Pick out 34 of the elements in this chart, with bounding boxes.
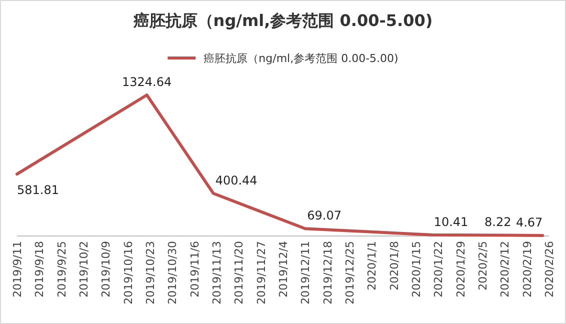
x-tick-label: 2019/10/9	[100, 241, 113, 298]
x-tick-label: 2020/2/19	[520, 241, 534, 298]
x-tick-label: 2019/12/4	[277, 241, 290, 298]
x-tick-label: 2019/11/27	[254, 241, 268, 304]
data-label: 581.81	[17, 183, 59, 198]
x-tick-label: 2020/1/22	[432, 241, 446, 298]
x-tick-label: 2019/9/18	[33, 241, 46, 298]
data-label: 1324.64	[122, 75, 172, 89]
x-tick-label: 2019/12/11	[299, 241, 312, 304]
x-tick-label: 2020/1/29	[454, 241, 468, 298]
x-tick-label: 2019/10/23	[144, 241, 157, 304]
x-tick-label: 2019/12/25	[344, 241, 356, 304]
data-label: 69.07	[307, 208, 342, 223]
chart-title: 癌胚抗原（ng/ml,参考范围 0.00-5.00)	[132, 11, 433, 30]
data-label: 10.41	[434, 214, 468, 229]
x-tick-label: 2020/1/1	[366, 241, 379, 290]
legend-label: 癌胚抗原（ng/ml,参考范围 0.00-5.00)	[204, 52, 398, 65]
x-tick-label: 2019/12/18	[321, 241, 334, 304]
x-tick-label: 2020/1/15	[410, 241, 423, 298]
x-tick-label: 2019/11/20	[232, 241, 246, 304]
x-tick-label: 2020/2/12	[498, 241, 512, 298]
data-label: 4.67	[516, 216, 543, 230]
x-tick-label: 2019/11/6	[188, 241, 202, 298]
x-tick-label: 2019/10/30	[166, 241, 180, 304]
x-tick-label: 2019/9/11	[11, 241, 24, 298]
x-tick-label: 2020/1/8	[388, 241, 401, 290]
x-tick-label: 2019/11/13	[210, 241, 224, 304]
x-tick-label: 2019/9/25	[55, 241, 68, 298]
x-tick-label: 2020/2/5	[476, 241, 490, 290]
data-label: 8.22	[484, 215, 512, 230]
x-tick-label: 2020/2/26	[543, 241, 556, 298]
data-label: 400.44	[215, 173, 258, 188]
x-tick-label: 2019/10/2	[78, 241, 90, 298]
x-tick-label: 2019/10/16	[122, 241, 135, 304]
